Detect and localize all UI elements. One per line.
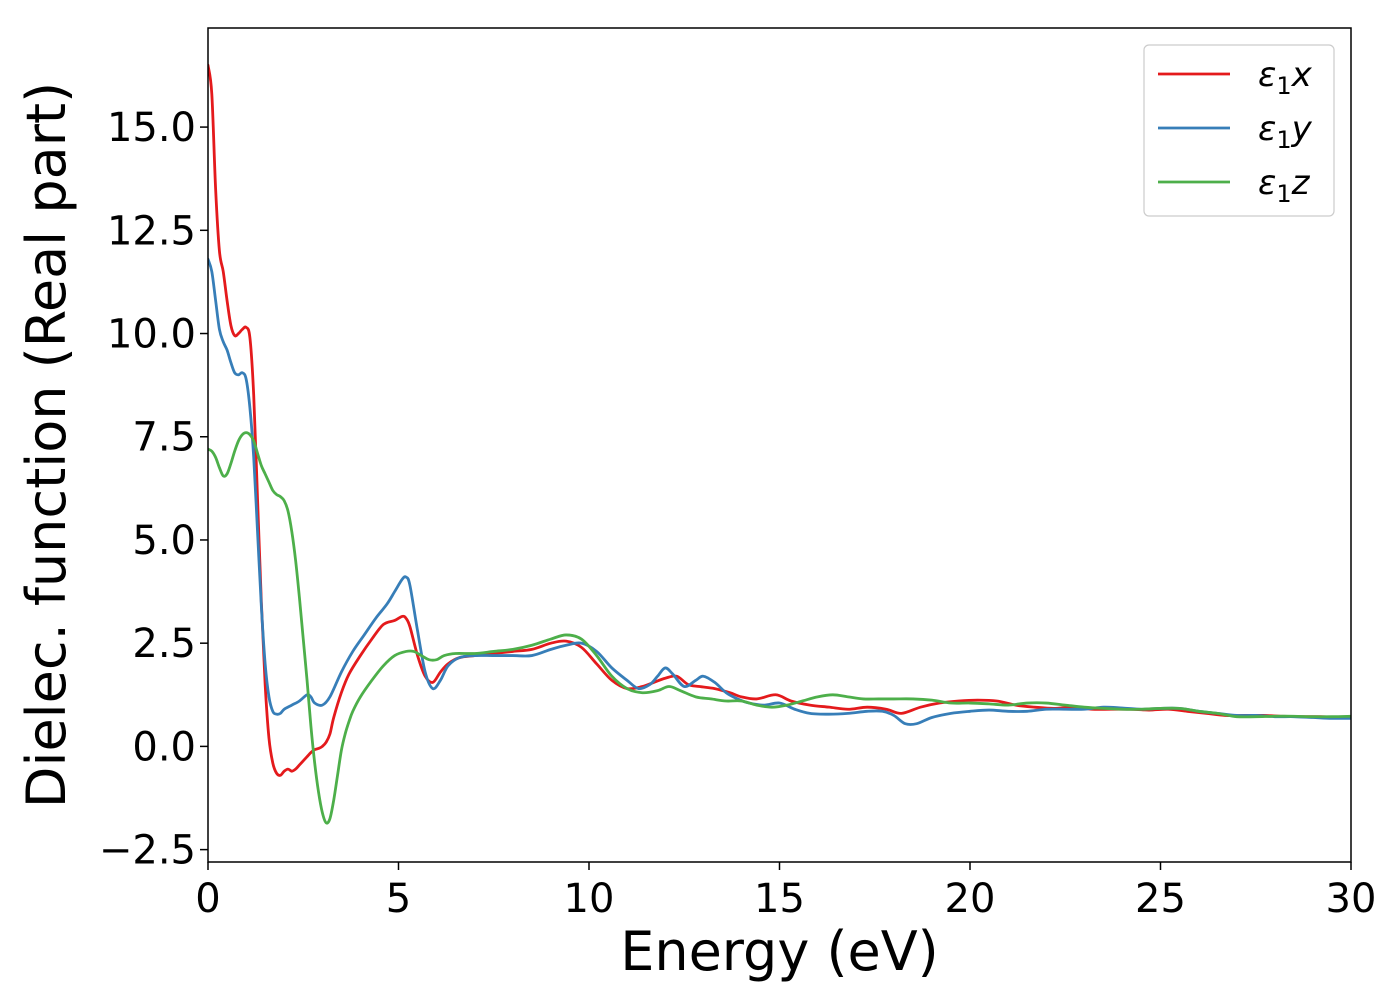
series-layer bbox=[208, 63, 1351, 825]
x-tick-label: 0 bbox=[195, 876, 220, 922]
y-axis-label: Dielec. function (Real part) bbox=[15, 82, 78, 808]
legend-label: ε1z bbox=[1258, 163, 1311, 208]
y-tick-label: 15.0 bbox=[107, 105, 196, 151]
y-tick-label: 12.5 bbox=[107, 208, 196, 254]
series-line-z bbox=[208, 431, 1351, 825]
x-tick-label: 15 bbox=[754, 876, 805, 922]
y-tick-label: 0.0 bbox=[132, 724, 196, 770]
x-axis-label: Energy (eV) bbox=[620, 920, 939, 983]
x-tick-label: 25 bbox=[1135, 876, 1186, 922]
x-tick-label: 5 bbox=[386, 876, 411, 922]
x-axis-ticks: 0 5 10 15 20 25 30 bbox=[195, 862, 1376, 922]
x-tick-label: 10 bbox=[564, 876, 615, 922]
x-tick-label: 20 bbox=[945, 876, 996, 922]
y-tick-label: 10.0 bbox=[107, 312, 196, 358]
legend-label: ε1y bbox=[1258, 109, 1313, 154]
legend-box bbox=[1143, 44, 1335, 217]
y-axis-ticks: −2.5 0.0 2.5 5.0 7.5 10.0 12.5 15.0 bbox=[99, 105, 208, 874]
y-tick-label: 2.5 bbox=[132, 621, 196, 667]
y-tick-label: 5.0 bbox=[132, 518, 196, 564]
series-line-y bbox=[208, 257, 1351, 726]
y-tick-label: −2.5 bbox=[99, 828, 196, 874]
legend-label: ε1x bbox=[1258, 55, 1313, 100]
legend: ε1x ε1y ε1z bbox=[1143, 44, 1335, 217]
x-tick-label: 30 bbox=[1326, 876, 1377, 922]
y-tick-label: 7.5 bbox=[132, 415, 196, 461]
